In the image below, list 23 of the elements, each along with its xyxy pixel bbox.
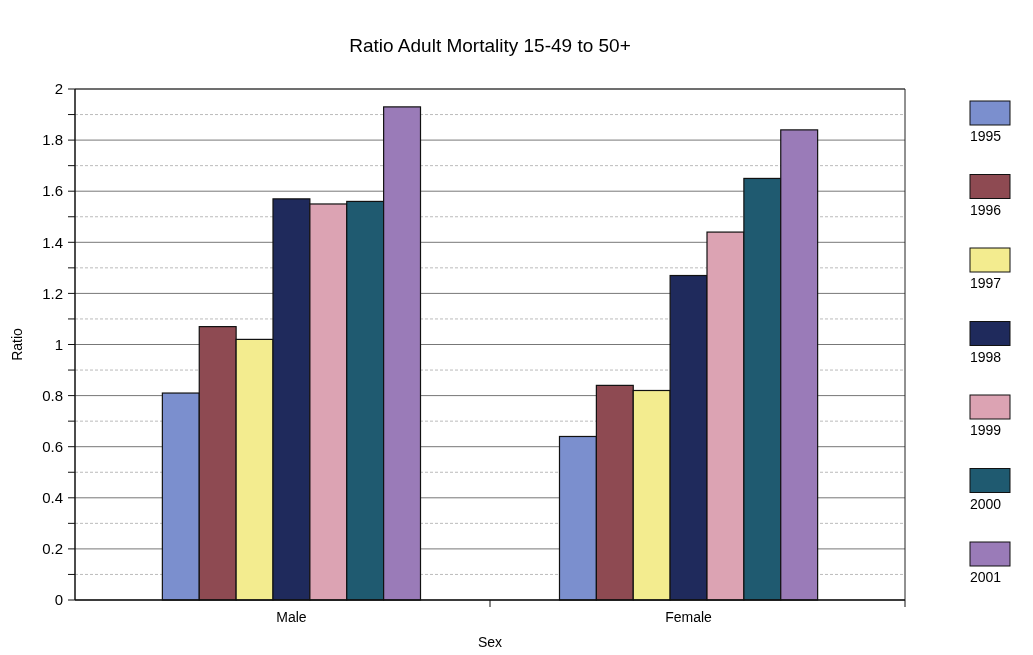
- y-tick-label: 1.8: [42, 131, 63, 149]
- y-tick-label: 0.8: [42, 386, 63, 404]
- y-tick-label: 1.6: [42, 182, 63, 200]
- x-tick-label: Male: [276, 609, 307, 625]
- y-axis-title: Ratio: [9, 327, 25, 361]
- legend-label: 1998: [970, 348, 1002, 365]
- y-tick-label: 0: [54, 591, 63, 609]
- legend-label: 1999: [970, 422, 1002, 438]
- y-tick-label: 0.4: [42, 489, 63, 507]
- y-tick-label: 1: [54, 335, 63, 353]
- x-tick-label: Female: [665, 609, 713, 625]
- y-tick-label: 0.6: [42, 437, 63, 455]
- legend-label: 2000: [970, 495, 1002, 512]
- legend-label: 1996: [970, 201, 1002, 218]
- chart-title: Ratio Adult Mortality 15-49 to 50+: [349, 35, 631, 56]
- y-tick-label: 1.2: [42, 284, 63, 302]
- y-tick-label: 0.2: [42, 540, 63, 558]
- x-axis-title: Sex: [477, 634, 503, 650]
- legend-label: 2001: [970, 569, 1002, 585]
- y-tick-label: 2: [54, 80, 63, 98]
- y-tick-label: 1.4: [42, 233, 63, 251]
- legend-label: 1995: [970, 128, 1002, 144]
- legend-label: 1997: [970, 275, 1002, 291]
